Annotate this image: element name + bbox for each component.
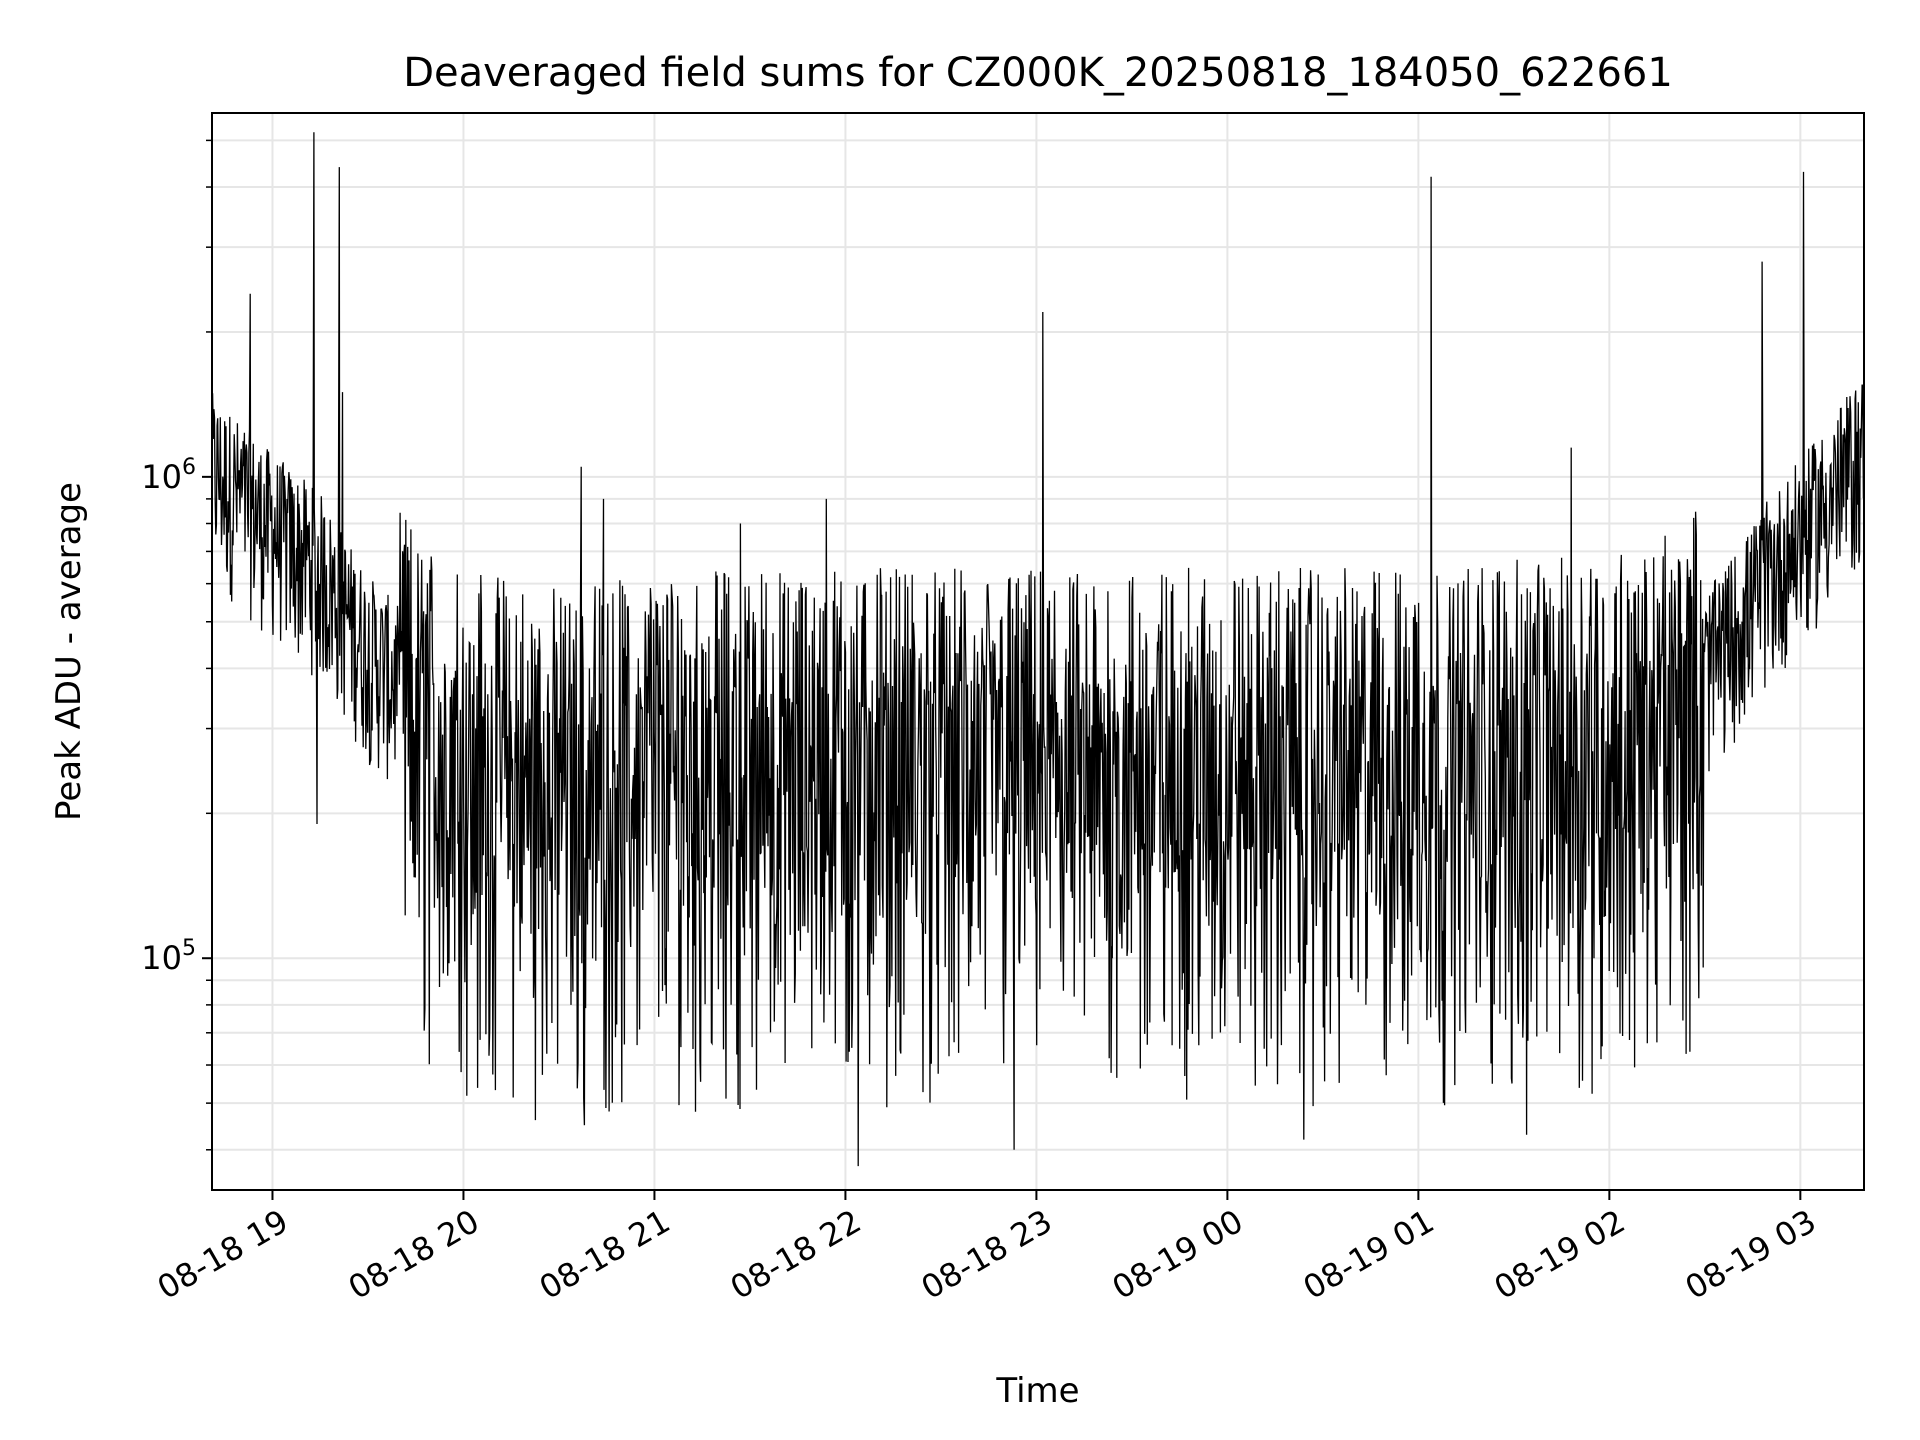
x-tick-label: 08-18 22 [724,1202,868,1307]
y-axis-label: Peak ADU - average [49,482,89,821]
x-tick-label: 08-18 19 [151,1202,295,1307]
x-tick-label: 08-18 21 [533,1202,677,1307]
y-tick-label: 106 [141,455,196,496]
x-tick-label: 08-19 00 [1106,1202,1250,1307]
x-tick-label: 08-19 03 [1679,1202,1823,1307]
plot-frame [211,112,1865,1191]
x-tick-label: 08-19 02 [1488,1202,1632,1307]
x-tick-label: 08-18 23 [915,1202,1059,1307]
grid [212,113,1864,1190]
chart-title: Deaveraged field sums for CZ000K_2025081… [403,50,1673,96]
x-tick-label: 08-18 20 [342,1202,486,1307]
x-tick-label: 08-19 01 [1297,1202,1441,1307]
series-layer [211,132,1865,1167]
series-line [211,132,1865,1167]
y-tick-label: 105 [141,936,196,977]
x-axis-label: Time [995,1371,1079,1411]
